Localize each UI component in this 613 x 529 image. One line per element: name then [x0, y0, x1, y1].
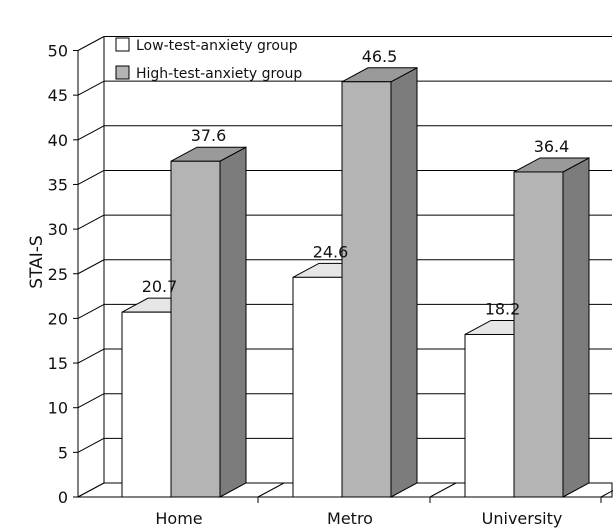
x-category-label: University — [482, 509, 563, 528]
y-tick-label: 45 — [48, 86, 68, 105]
legend-swatch-low — [115, 37, 130, 52]
data-labels: 20.7 37.6 24.6 46.5 18.2 36.4 — [142, 47, 570, 319]
bar-side — [219, 146, 247, 498]
gridline-side — [77, 437, 105, 453]
y-tick-label: 30 — [48, 220, 68, 239]
y-tick-label: 5 — [58, 443, 68, 462]
y-tick-label: 15 — [48, 354, 68, 373]
data-label-low: 24.6 — [313, 242, 349, 261]
bars — [121, 66, 590, 498]
y-tick-label: 0 — [58, 488, 68, 507]
y-axis-title: STAI-S — [27, 235, 47, 288]
y-tick-label: 40 — [48, 131, 68, 150]
gridline-side — [77, 170, 105, 185]
bar-front — [513, 171, 564, 498]
gridline-side — [77, 80, 105, 96]
bar-front — [341, 81, 392, 498]
gridline-side — [77, 393, 105, 409]
bar-side — [562, 157, 590, 498]
data-label-low: 18.2 — [485, 299, 521, 318]
floor-divider — [600, 489, 613, 498]
legend-label-high: High-test-anxiety group — [136, 66, 302, 82]
legend-label-low: Low-test-anxiety group — [136, 38, 298, 54]
bar-high-home — [170, 146, 247, 498]
y-tick-label: 35 — [48, 175, 68, 194]
floor-divider — [429, 482, 457, 498]
gridline-side — [77, 125, 105, 141]
y-tick-label: 25 — [48, 265, 68, 284]
x-axis-category-labels: Home Metro University — [155, 509, 562, 528]
x-category-label: Home — [155, 509, 202, 528]
gridline-side — [77, 259, 105, 275]
x-category-label: Metro — [327, 509, 373, 528]
bar-front — [292, 276, 343, 498]
bar-high-metro — [341, 66, 418, 498]
bar-side — [390, 66, 418, 498]
legend-swatch-high — [115, 65, 130, 80]
y-tick-label: 10 — [48, 399, 68, 418]
floor-divider — [257, 482, 285, 498]
legend: Low-test-anxiety group High-test-anxiety… — [115, 37, 302, 82]
gridline-side — [77, 348, 105, 364]
data-label-high: 37.6 — [191, 126, 227, 145]
bar-front — [464, 333, 515, 498]
gridline-side — [77, 214, 105, 230]
gridline-side — [77, 36, 105, 51]
data-label-high: 46.5 — [362, 47, 398, 66]
bar-front — [121, 311, 172, 498]
gridline-side — [77, 303, 105, 319]
data-label-low: 20.7 — [142, 277, 178, 296]
y-tick-label: 20 — [48, 309, 68, 328]
bar-high-university — [513, 157, 590, 498]
data-label-high: 36.4 — [534, 137, 570, 156]
y-tick-label: 50 — [48, 42, 68, 61]
bar-front — [170, 160, 221, 498]
